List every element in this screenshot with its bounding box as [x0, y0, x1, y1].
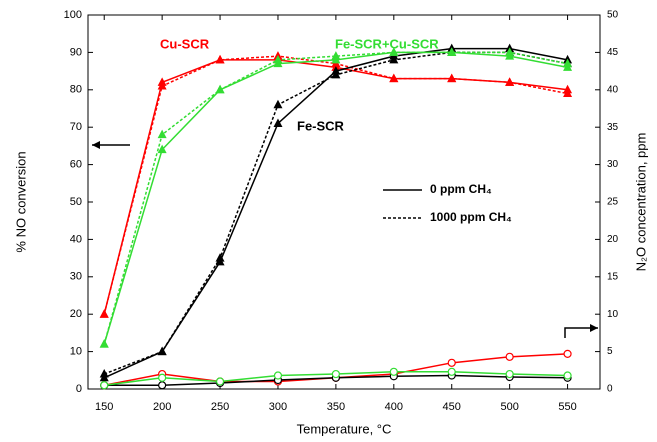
- marker: [563, 88, 573, 98]
- y2-tick-label: 50: [607, 10, 619, 21]
- marker: [158, 381, 167, 390]
- marker: [215, 84, 225, 94]
- y-tick-label: 80: [70, 84, 82, 96]
- y-tick-label: 20: [70, 308, 82, 320]
- marker: [389, 47, 399, 56]
- legend-label: 1000 ppm CH₄: [430, 210, 512, 224]
- x-tick-label: 300: [269, 401, 287, 413]
- series-line: [103, 51, 568, 345]
- series-line: [103, 59, 568, 315]
- x-tick-label: 550: [558, 401, 576, 413]
- y-tick-label: 50: [70, 196, 82, 208]
- marker: [100, 381, 109, 390]
- marker: [447, 73, 457, 83]
- marker: [389, 54, 399, 64]
- marker: [273, 54, 283, 64]
- marker: [389, 367, 398, 376]
- y-tick-label: 10: [70, 346, 82, 358]
- x-tick-label: 400: [385, 401, 403, 413]
- marker: [447, 47, 457, 56]
- marker: [99, 369, 109, 378]
- y2-tick-label: 15: [607, 271, 619, 282]
- x-tick-label: 450: [443, 401, 461, 413]
- y-tick-label: 0: [76, 383, 82, 395]
- marker: [563, 349, 572, 358]
- marker: [447, 358, 456, 367]
- y2-tick-label: 5: [607, 346, 613, 357]
- marker: [331, 369, 340, 379]
- series-line: [103, 51, 568, 345]
- legend-label: 0 ppm CH₄: [430, 182, 492, 196]
- marker: [563, 371, 572, 380]
- annotation: Fe-SCR+Cu-SCR: [335, 36, 439, 51]
- marker: [99, 339, 109, 348]
- y-tick-label: 60: [70, 159, 82, 171]
- marker: [389, 73, 399, 83]
- left-arrow: [92, 141, 130, 149]
- y2-tick-label: 30: [607, 159, 619, 170]
- marker: [157, 81, 167, 90]
- marker: [331, 51, 341, 60]
- marker: [505, 47, 515, 56]
- marker: [99, 309, 109, 318]
- y2-tick-label: 35: [607, 122, 619, 133]
- y2-tick-label: 40: [607, 84, 619, 95]
- marker: [447, 367, 456, 376]
- marker: [505, 77, 515, 86]
- marker: [273, 118, 283, 127]
- x-tick-label: 500: [500, 401, 518, 413]
- marker: [505, 352, 514, 361]
- marker: [215, 54, 225, 64]
- annotation: Cu-SCR: [160, 36, 210, 51]
- y-tick-label: 90: [70, 46, 82, 58]
- y-tick-label: 70: [70, 121, 82, 133]
- marker: [273, 371, 283, 380]
- x-tick-label: 200: [153, 401, 171, 413]
- x-axis-label: Temperature, °C: [297, 421, 392, 436]
- y2-tick-label: 45: [607, 47, 619, 58]
- y2-tick-label: 25: [607, 197, 619, 208]
- y-tick-label: 100: [64, 9, 82, 21]
- marker: [157, 144, 167, 154]
- annotation: Fe-SCR: [297, 118, 345, 133]
- marker: [331, 69, 341, 79]
- y2-tick-label: 20: [607, 234, 619, 245]
- right-arrow: [564, 324, 598, 338]
- series-line: [103, 55, 568, 315]
- marker: [215, 253, 225, 262]
- y2-tick-label: 0: [607, 384, 613, 395]
- y2-axis-label: N₂O concentration, ppm: [633, 133, 648, 272]
- y-tick-label: 30: [70, 271, 82, 283]
- marker: [158, 373, 167, 382]
- marker: [563, 58, 573, 68]
- y-axis-label: % NO conversion: [13, 151, 28, 252]
- marker: [273, 99, 283, 109]
- y2-tick-label: 10: [607, 309, 619, 320]
- marker: [157, 346, 167, 356]
- marker: [505, 369, 514, 379]
- x-tick-label: 350: [327, 401, 345, 413]
- x-tick-label: 150: [95, 401, 113, 413]
- marker: [157, 129, 167, 139]
- marker: [215, 377, 225, 386]
- x-tick-label: 250: [211, 401, 229, 413]
- plot-frame: [87, 14, 601, 390]
- y-tick-label: 40: [70, 233, 82, 245]
